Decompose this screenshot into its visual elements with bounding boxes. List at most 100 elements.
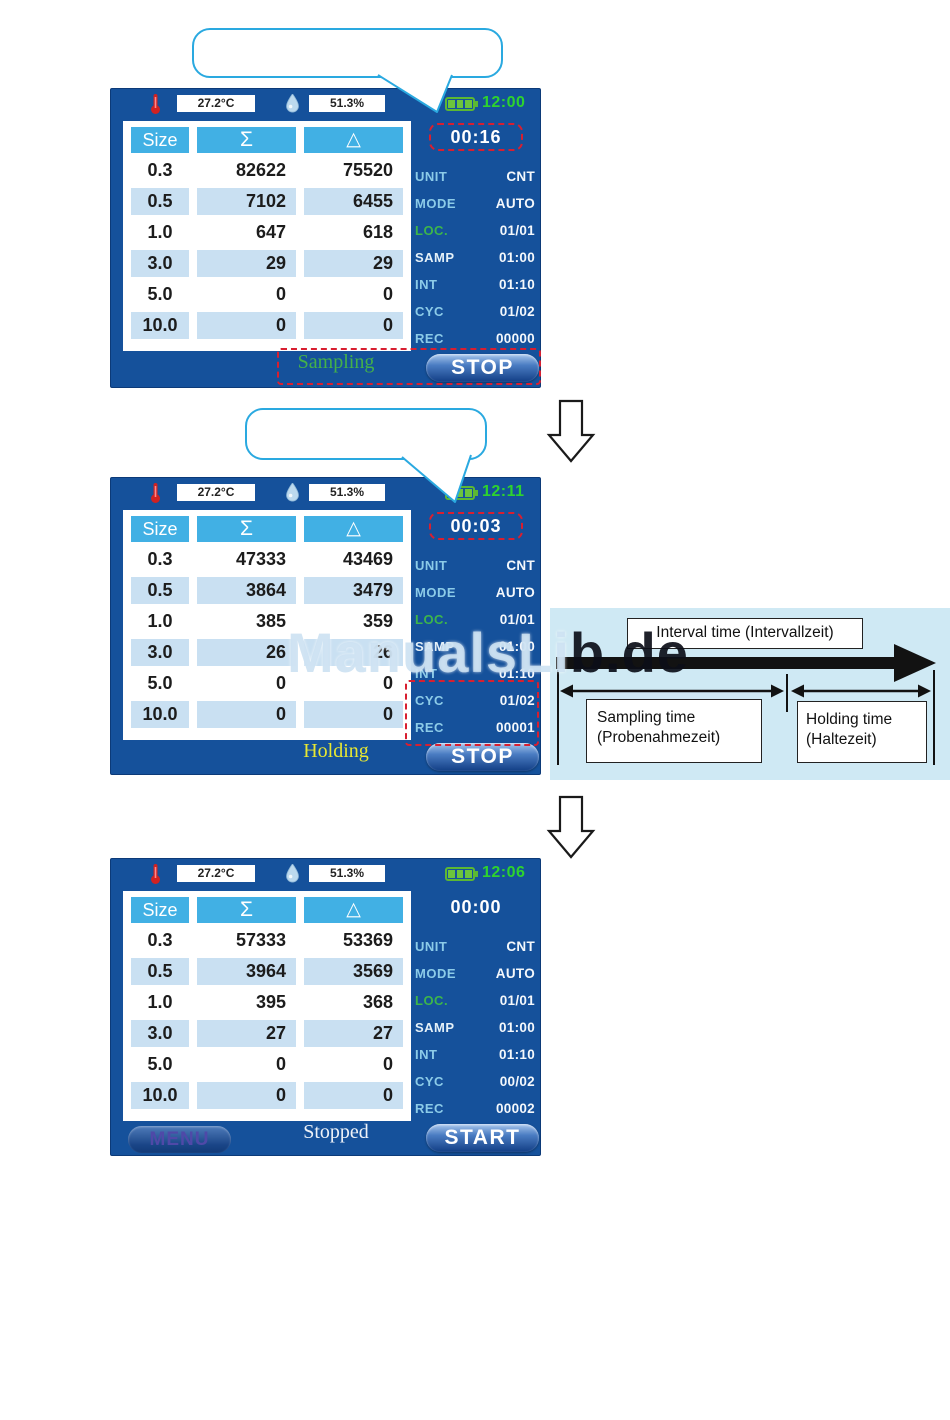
status-bar: 27.2°C 51.3% 12:00 xyxy=(111,89,540,119)
sigma-cell: 385 xyxy=(255,611,286,631)
param-label: MODE xyxy=(415,585,456,600)
param-label: CYC xyxy=(415,693,444,708)
sampling-label-line1: Sampling time xyxy=(597,709,696,726)
size-cell: 10.0 xyxy=(131,1082,189,1109)
param-row: LOC. 01/01 xyxy=(415,217,535,244)
clock: 12:11 xyxy=(482,483,525,500)
counts-table: Size Σ △ 0.3 82622 75520 0.5 7102 6455 1… xyxy=(123,121,411,351)
temperature-readout: 27.2°C xyxy=(177,865,255,882)
param-value: 01:10 xyxy=(498,666,535,681)
param-label: INT xyxy=(415,277,438,292)
param-label: CYC xyxy=(415,1074,444,1089)
stop-button[interactable]: STOP xyxy=(426,743,539,771)
size-cell: 0.3 xyxy=(147,930,173,950)
table-row: 3.0 26 26 xyxy=(131,637,403,668)
delta-cell: 43469 xyxy=(342,549,393,569)
thermometer-icon xyxy=(151,483,160,503)
menu-button[interactable]: MENU xyxy=(128,1126,231,1153)
param-row: LOC. 01/01 xyxy=(415,987,535,1014)
param-value: 01/01 xyxy=(499,993,535,1008)
param-value: 00/02 xyxy=(499,1074,535,1089)
delta-cell: 0 xyxy=(382,673,393,693)
table-row: 1.0 647 618 xyxy=(131,217,403,248)
param-row: REC 00002 xyxy=(415,1095,535,1122)
param-value: 01:00 xyxy=(498,1020,535,1035)
param-row: MODE AUTO xyxy=(415,960,535,987)
watermark-light-part: ManualsLi xyxy=(287,621,570,684)
sigma-cell: 47333 xyxy=(235,549,286,569)
size-cell: 10.0 xyxy=(131,312,189,339)
param-value: AUTO xyxy=(495,196,535,211)
size-cell: 3.0 xyxy=(131,250,189,277)
settings-panel: UNIT CNT MODE AUTO LOC. 01/01 SAMP 01:00 INT… xyxy=(415,163,535,352)
col-header-size: Size xyxy=(131,516,189,542)
param-row: REC 00001 xyxy=(415,714,535,741)
sigma-cell: 0 xyxy=(197,701,296,728)
size-cell: 0.3 xyxy=(147,160,173,180)
table-row: 5.0 0 0 xyxy=(131,668,403,699)
device-screen-stopped: 27.2°C 51.3% 12:06 Size Σ △ 0.3 57333 53… xyxy=(110,858,541,1156)
start-button[interactable]: START xyxy=(426,1124,539,1152)
param-row: INT 01:10 xyxy=(415,271,535,298)
settings-panel: UNIT CNT MODE AUTO LOC. 01/01 SAMP 01:00 INT… xyxy=(415,933,535,1122)
clock: 12:00 xyxy=(482,94,526,111)
humidity-readout: 51.3% xyxy=(309,484,385,501)
param-value: CNT xyxy=(506,939,535,954)
param-label: UNIT xyxy=(415,558,448,573)
status-bar: 27.2°C 51.3% 12:11 xyxy=(111,478,540,508)
param-value: 00000 xyxy=(495,331,535,346)
table-row: 3.0 27 27 xyxy=(131,1018,403,1049)
col-header-delta: △ xyxy=(304,127,403,153)
temperature-readout: 27.2°C xyxy=(177,484,255,501)
param-value: CNT xyxy=(506,169,535,184)
size-cell: 10.0 xyxy=(131,701,189,728)
table-row: 3.0 29 29 xyxy=(131,248,403,279)
param-value: 00001 xyxy=(495,720,535,735)
battery-icon xyxy=(445,486,478,500)
table-row: 10.0 0 0 xyxy=(131,310,403,341)
watermark: ManualsLib.de xyxy=(287,620,689,685)
table-row: 0.5 3864 3479 xyxy=(131,575,403,606)
highlight-sampling-stop xyxy=(277,348,541,385)
sampling-time-label: Sampling time (Probenahmezeit) xyxy=(586,699,762,763)
timing-diagram: Interval time (Intervallzeit) Sampling t… xyxy=(550,608,950,780)
param-row: MODE AUTO xyxy=(415,579,535,606)
humidity-readout: 51.3% xyxy=(309,865,385,882)
param-row: CYC 01/02 xyxy=(415,687,535,714)
param-row: UNIT CNT xyxy=(415,163,535,190)
param-label: MODE xyxy=(415,196,456,211)
size-cell: 0.5 xyxy=(131,577,189,604)
run-status-text: Holding xyxy=(303,740,369,762)
param-label: INT xyxy=(415,1047,438,1062)
table-row: 0.3 57333 53369 xyxy=(131,925,403,956)
sigma-cell: 0 xyxy=(275,1054,286,1074)
param-row: UNIT CNT xyxy=(415,933,535,960)
humidity-drop-icon xyxy=(286,483,299,502)
col-header-sigma: Σ xyxy=(197,516,296,542)
delta-cell: 3569 xyxy=(304,958,403,985)
sigma-cell: 3964 xyxy=(197,958,296,985)
param-value: 01/01 xyxy=(499,612,535,627)
battery-icon xyxy=(445,97,478,111)
sigma-cell: 0 xyxy=(197,312,296,339)
down-arrow-2 xyxy=(546,795,596,859)
table-header-row: Size Σ △ xyxy=(131,895,403,925)
col-header-delta: △ xyxy=(304,516,403,542)
delta-cell: 3479 xyxy=(304,577,403,604)
param-value: CNT xyxy=(506,558,535,573)
size-cell: 5.0 xyxy=(147,284,173,304)
param-row: REC 00000 xyxy=(415,325,535,352)
highlight-cyc-rec xyxy=(405,680,539,746)
param-row: INT 01:10 xyxy=(415,1041,535,1068)
delta-cell: 75520 xyxy=(342,160,393,180)
delta-cell: 618 xyxy=(362,222,393,242)
param-label: LOC. xyxy=(415,223,449,238)
stop-button[interactable]: STOP xyxy=(426,354,539,382)
param-row: UNIT CNT xyxy=(415,552,535,579)
sigma-cell: 395 xyxy=(255,992,286,1012)
table-row: 0.3 47333 43469 xyxy=(131,544,403,575)
param-row: CYC 01/02 xyxy=(415,298,535,325)
param-row: CYC 00/02 xyxy=(415,1068,535,1095)
param-label: SAMP xyxy=(415,250,455,265)
param-label: REC xyxy=(415,331,444,346)
